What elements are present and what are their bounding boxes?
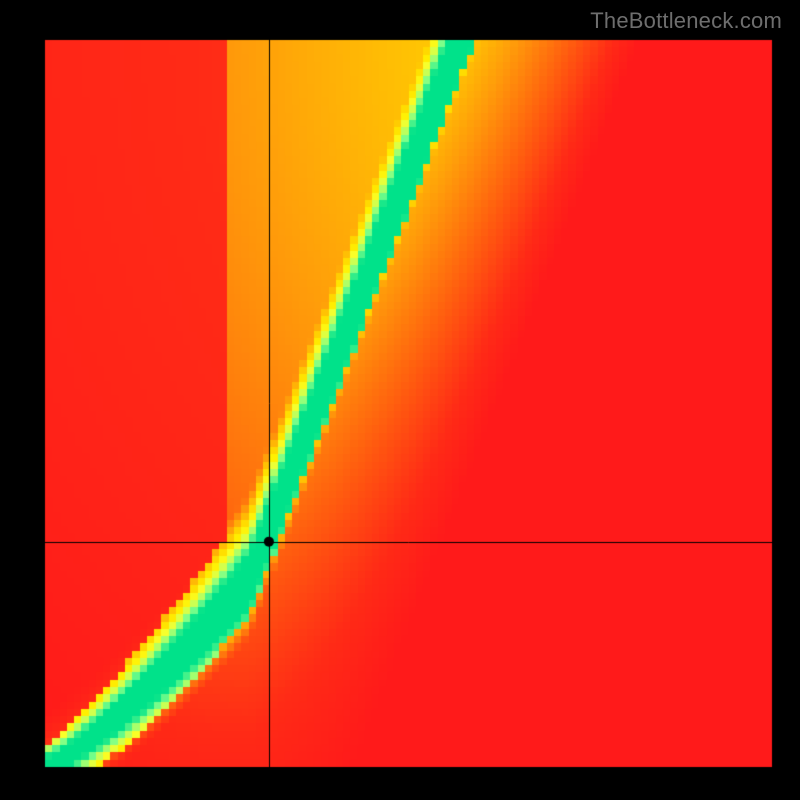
chart-container: TheBottleneck.com [0, 0, 800, 800]
watermark-text: TheBottleneck.com [590, 8, 782, 34]
bottleneck-heatmap [0, 0, 800, 800]
